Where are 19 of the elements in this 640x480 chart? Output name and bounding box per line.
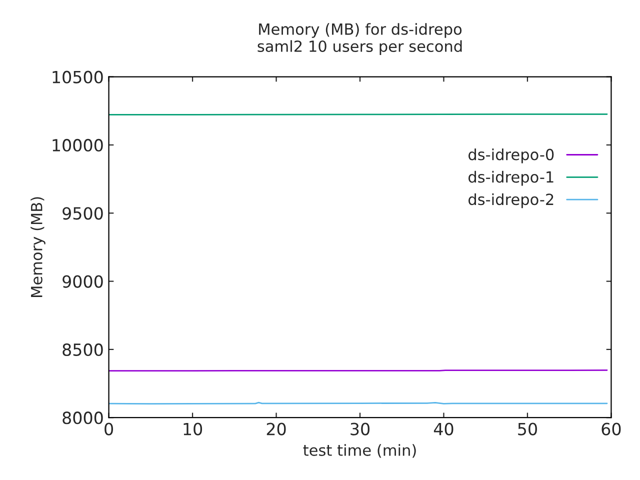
x-tick-label: 60	[602, 422, 621, 436]
y-tick-label: 9500	[62, 207, 103, 220]
x-tick-label: 40	[434, 422, 454, 436]
y-tick-label: 8000	[62, 412, 103, 424]
y-tick-label: 9000	[62, 275, 103, 288]
x-tick-label: 20	[266, 422, 286, 436]
x-tick-label: 30	[350, 422, 370, 436]
y-axis-title: Memory (MB)	[30, 197, 46, 297]
legend-label: ds-idrepo-2	[468, 193, 554, 208]
y-tick-label: 10500	[52, 70, 103, 84]
chart-title: Memory (MB) for ds-idrepo saml2 10 users per second	[258, 23, 462, 55]
x-tick-label: 10	[184, 422, 202, 436]
y-tick-label: 10000	[52, 138, 103, 152]
legend-label: ds-idrepo-1	[468, 170, 554, 186]
x-tick-label: 0	[104, 422, 113, 436]
legend-label: ds-idrepo-0	[468, 148, 554, 164]
x-tick-label: 50	[518, 422, 537, 436]
x-axis-title: test time (min)	[303, 444, 416, 458]
y-tick-label: 8500	[62, 343, 103, 356]
